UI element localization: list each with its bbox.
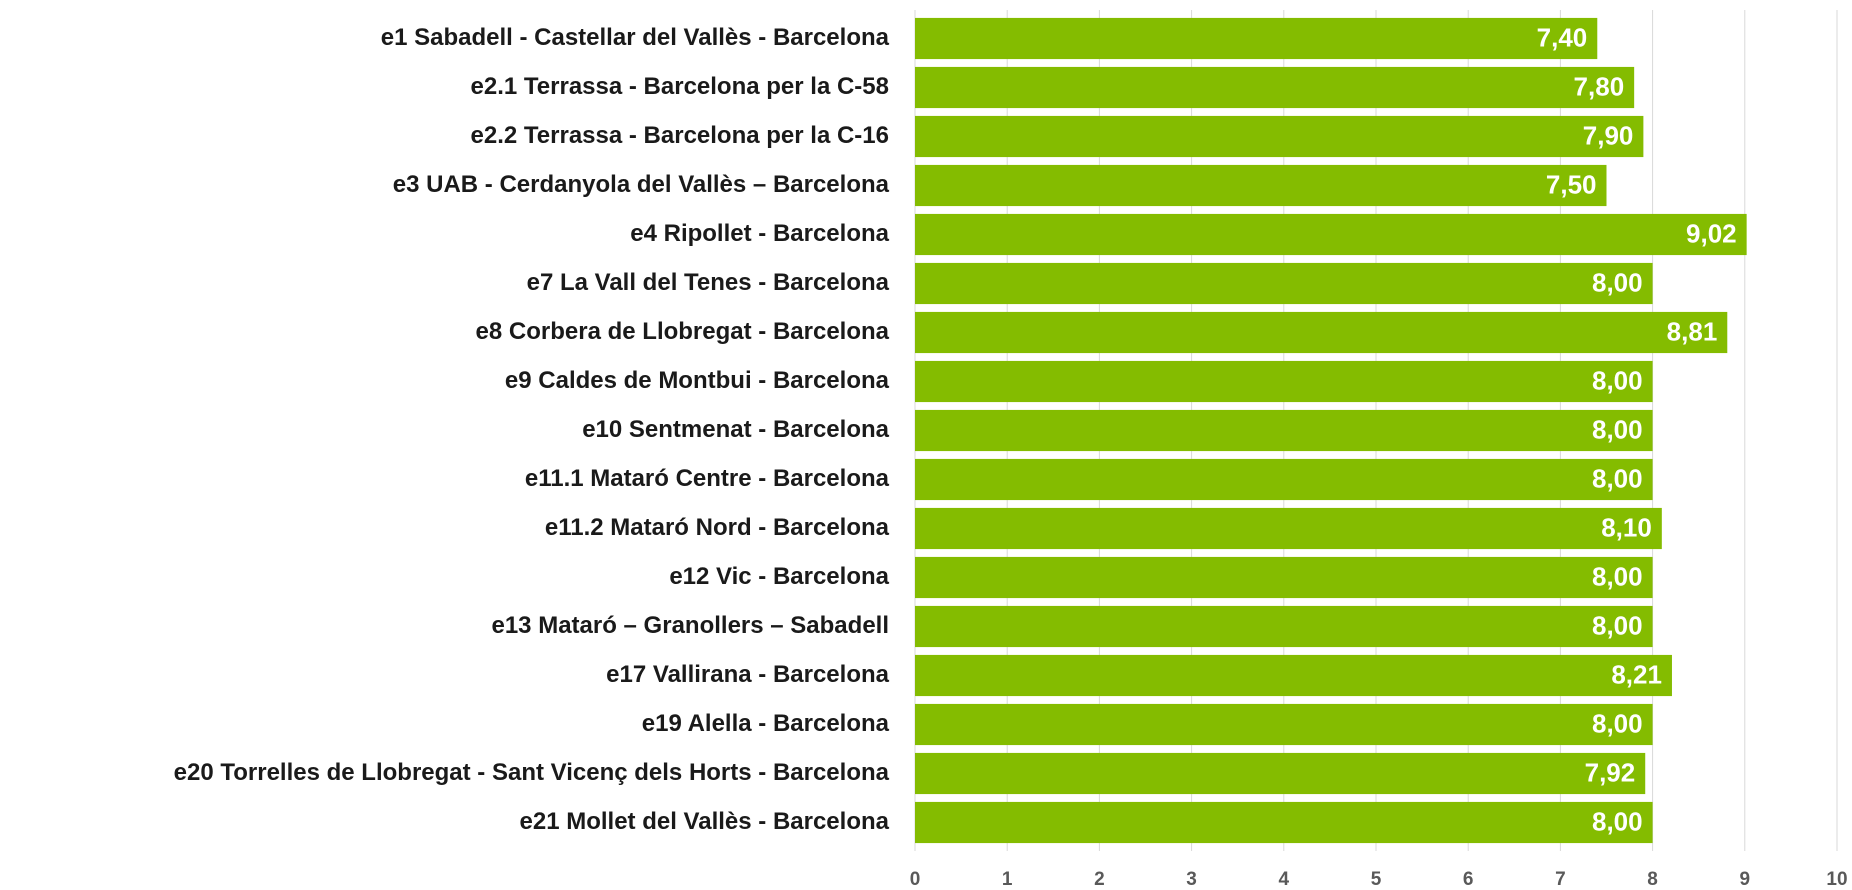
category-label: e2.2 Terrassa - Barcelona per la C-16 — [471, 122, 889, 149]
category-label: e9 Caldes de Montbui - Barcelona — [505, 367, 890, 394]
value-label: 8,00 — [1592, 267, 1643, 297]
category-label: e1 Sabadell - Castellar del Vallès - Bar… — [381, 24, 890, 51]
value-label: 8,00 — [1592, 610, 1643, 640]
bar — [915, 164, 1607, 207]
category-label: e2.1 Terrassa - Barcelona per la C-58 — [471, 73, 889, 100]
value-label: 8,00 — [1592, 561, 1643, 591]
bar — [915, 360, 1653, 403]
x-tick-label: 5 — [1371, 869, 1382, 890]
value-label: 8,00 — [1592, 463, 1643, 493]
x-tick-label: 6 — [1463, 869, 1474, 890]
value-label: 8,00 — [1592, 806, 1643, 836]
value-label: 9,02 — [1686, 218, 1737, 248]
category-label: e19 Alella - Barcelona — [642, 710, 890, 737]
category-label: e10 Sentmenat - Barcelona — [582, 416, 889, 443]
category-label: e11.1 Mataró Centre - Barcelona — [525, 465, 890, 492]
x-tick-label: 9 — [1740, 869, 1751, 890]
value-label: 8,00 — [1592, 708, 1643, 738]
value-label: 7,40 — [1537, 22, 1588, 52]
value-label: 8,00 — [1592, 414, 1643, 444]
bar — [915, 605, 1653, 648]
bar — [915, 262, 1653, 305]
bar — [915, 507, 1662, 550]
category-label: e11.2 Mataró Nord - Barcelona — [545, 514, 890, 541]
category-label: e12 Vic - Barcelona — [669, 563, 889, 590]
category-label: e3 UAB - Cerdanyola del Vallès – Barcelo… — [393, 171, 890, 198]
bar — [915, 458, 1653, 501]
bar — [915, 703, 1653, 746]
bar — [915, 654, 1672, 697]
value-label: 8,81 — [1667, 316, 1718, 346]
bar — [915, 115, 1644, 158]
value-label: 7,80 — [1574, 71, 1625, 101]
category-label: e17 Vallirana - Barcelona — [606, 661, 889, 688]
bar — [915, 311, 1728, 354]
x-tick-label: 10 — [1826, 869, 1847, 890]
x-tick-label: 1 — [1002, 869, 1013, 890]
category-label: e8 Corbera de Llobregat - Barcelona — [476, 318, 890, 345]
value-label: 7,92 — [1585, 757, 1636, 787]
x-tick-label: 4 — [1279, 869, 1290, 890]
bar — [915, 409, 1653, 452]
category-label: e4 Ripollet - Barcelona — [630, 220, 889, 247]
x-tick-label: 2 — [1094, 869, 1105, 890]
x-tick-label: 3 — [1186, 869, 1197, 890]
value-label: 8,10 — [1601, 512, 1652, 542]
x-tick-label: 0 — [910, 869, 921, 890]
bar — [915, 556, 1653, 599]
category-label: e20 Torrelles de Llobregat - Sant Vicenç… — [174, 759, 890, 786]
value-label: 8,00 — [1592, 365, 1643, 395]
category-label: e21 Mollet del Vallès - Barcelona — [520, 808, 890, 835]
x-tick-label: 8 — [1647, 869, 1658, 890]
category-label: e13 Mataró – Granollers – Sabadell — [491, 612, 889, 639]
value-label: 7,90 — [1583, 120, 1634, 150]
value-label: 7,50 — [1546, 169, 1597, 199]
bar — [915, 66, 1635, 109]
x-tick-label: 7 — [1555, 869, 1566, 890]
value-label: 8,21 — [1611, 659, 1662, 689]
category-label: e7 La Vall del Tenes - Barcelona — [527, 269, 890, 296]
bar — [915, 752, 1646, 795]
bar — [915, 17, 1598, 60]
bar — [915, 801, 1653, 844]
bar — [915, 213, 1747, 256]
